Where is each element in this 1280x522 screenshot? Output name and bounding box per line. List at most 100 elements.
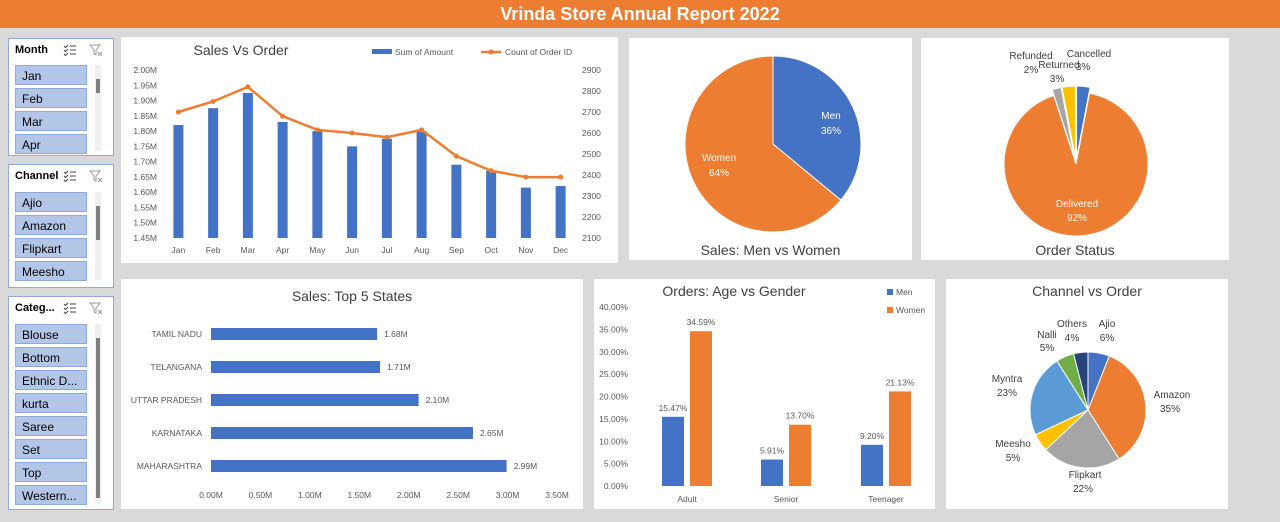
slicer-item-kurta[interactable]: kurta — [15, 393, 87, 413]
bar — [211, 394, 419, 406]
age-gender-panel: Orders: Age vs Gender 0.00% 5.00% 10.00% 15… — [594, 279, 935, 509]
legend-swatch — [887, 307, 893, 313]
slicer-item-feb[interactable]: Feb — [15, 88, 87, 108]
x-tick-label: Feb — [206, 245, 221, 255]
slice-label: Meesho — [995, 439, 1031, 450]
x-tick-label: Teenager — [868, 494, 904, 504]
x-tick-label: Sep — [449, 245, 464, 255]
report-title: Vrinda Store Annual Report 2022 — [0, 0, 1280, 28]
slicer-item-flipkart[interactable]: Flipkart — [15, 238, 87, 258]
scroll-thumb[interactable] — [96, 79, 100, 93]
clear-filter-icon[interactable] — [89, 43, 103, 57]
y2-tick-label: 2600 — [582, 128, 601, 138]
data-label: 15.47% — [659, 403, 688, 413]
x-tick-label: Adult — [677, 494, 697, 504]
slice-label: Myntra — [992, 374, 1023, 385]
slicer-item-apr[interactable]: Apr — [15, 134, 87, 154]
x-tick-label: 2.50M — [446, 490, 470, 500]
line-point — [523, 174, 529, 180]
slice-value: 36% — [821, 126, 841, 137]
top-states-panel: Sales: Top 5 States TAMIL NADU 1.68M TELAN… — [121, 279, 583, 509]
pie-slice — [1061, 85, 1076, 159]
y-tick-label: 5.00% — [604, 459, 629, 469]
bar-men — [861, 444, 883, 486]
slice-label: Returned — [1038, 60, 1079, 71]
slicer-item-top[interactable]: Top — [15, 462, 87, 482]
bar-men — [761, 459, 783, 486]
chart-title: Sales Vs Order — [193, 42, 289, 58]
slicer-item-bottom[interactable]: Bottom — [15, 347, 87, 367]
clear-filter-icon[interactable] — [89, 301, 103, 315]
bar — [381, 138, 392, 238]
y-tick-label: 30.00% — [599, 347, 628, 357]
y-tick-label: 2.00M — [133, 65, 157, 75]
legend-label: Count of Order ID — [505, 47, 572, 57]
bar — [211, 328, 378, 340]
order-status-panel: Cancelled 3% Refunded 2% Returned 3% Delivered… — [921, 38, 1229, 260]
multi-select-icon[interactable] — [63, 169, 77, 183]
bar — [211, 361, 381, 373]
bar-women — [789, 424, 811, 486]
slicer-item-ethnic-dress[interactable]: Ethnic D... — [15, 370, 87, 390]
category-label: KARNATAKA — [152, 428, 203, 438]
legend-label: Sum of Amount — [395, 47, 454, 57]
x-tick-label: 3.00M — [496, 490, 520, 500]
slicer-item-amazon[interactable]: Amazon — [15, 215, 87, 235]
legend-label: Men — [896, 287, 913, 297]
multi-select-icon[interactable] — [63, 301, 77, 315]
x-tick-label: 2.00M — [397, 490, 421, 500]
multi-select-icon[interactable] — [63, 43, 77, 57]
channel-slicer[interactable]: Channel Ajio Amazon Flipkart Meesho — [8, 164, 114, 288]
line-point — [349, 130, 355, 136]
slice-label: Men — [821, 111, 840, 122]
x-tick-label: 3.50M — [545, 490, 569, 500]
x-tick-label: Apr — [276, 245, 289, 255]
scroll-thumb[interactable] — [96, 206, 100, 240]
bar-women — [889, 391, 911, 486]
bar — [312, 131, 323, 238]
legend-label: Women — [896, 305, 925, 315]
slice-value: 22% — [1073, 484, 1093, 495]
category-slicer[interactable]: Categ... Blouse Bottom Ethnic D... kurta… — [8, 296, 114, 510]
clear-filter-icon[interactable] — [89, 169, 103, 183]
line-point — [210, 99, 216, 104]
slicer-item-mar[interactable]: Mar — [15, 111, 87, 131]
slice-value: 92% — [1067, 213, 1087, 224]
pie-slice — [684, 55, 842, 233]
slicer-item-western[interactable]: Western... — [15, 485, 87, 505]
line-point — [558, 174, 564, 180]
line-point — [245, 84, 251, 90]
pie-slice — [1045, 409, 1120, 469]
slicer-item-meesho[interactable]: Meesho — [15, 261, 87, 281]
y-tick-label: 1.75M — [133, 141, 157, 151]
line-point — [314, 127, 320, 133]
category-scrollbar[interactable] — [95, 324, 101, 504]
channel-scrollbar[interactable] — [95, 192, 101, 280]
slicer-item-blouse[interactable]: Blouse — [15, 324, 87, 344]
y-tick-label: 35.00% — [599, 324, 628, 334]
pie-slice — [1029, 360, 1089, 436]
men-women-pie: Men 36% Women 64% — [684, 55, 862, 233]
y2-tick-label: 2900 — [582, 65, 601, 75]
bar — [555, 186, 566, 238]
bar — [277, 121, 288, 238]
line-point — [488, 168, 494, 174]
slicer-item-set[interactable]: Set — [15, 439, 87, 459]
slicer-item-saree[interactable]: Saree — [15, 416, 87, 436]
slicer-item-jan[interactable]: Jan — [15, 65, 87, 85]
y-tick-label: 1.60M — [133, 187, 157, 197]
chart-title: Order Status — [1035, 242, 1115, 258]
slicer-item-ajio[interactable]: Ajio — [15, 192, 87, 212]
channel-order-pie: Ajio 6% Amazon 35% Flipkart 22% Meesho 5% Myntra… — [992, 319, 1191, 495]
men-women-panel: Men 36% Women 64% Sales: Men vs Women — [629, 38, 912, 260]
pie-slice — [1087, 355, 1147, 460]
scroll-thumb[interactable] — [96, 338, 100, 498]
y-tick-label: 1.90M — [133, 96, 157, 106]
legend-swatch — [372, 49, 392, 54]
month-slicer[interactable]: Month Jan Feb Mar Apr — [8, 38, 114, 156]
y-tick-label: 1.55M — [133, 202, 157, 212]
x-tick-label: Jul — [381, 245, 392, 255]
y2-tick-label: 2800 — [582, 86, 601, 96]
month-scrollbar[interactable] — [95, 65, 101, 151]
